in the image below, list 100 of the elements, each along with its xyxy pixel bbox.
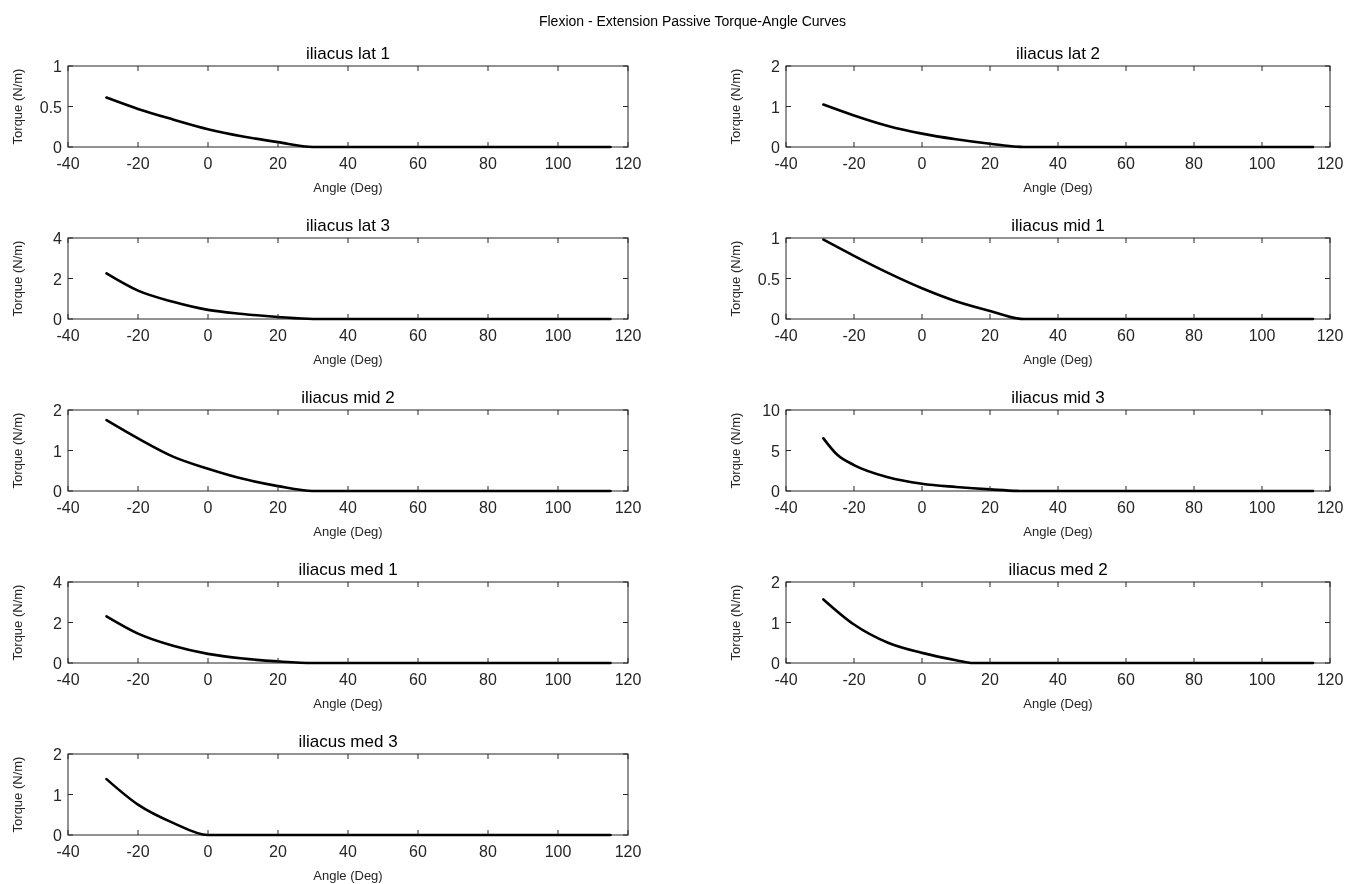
x-tick-label: 20 bbox=[269, 327, 287, 344]
x-tick-label: 60 bbox=[1117, 155, 1135, 172]
x-tick-label: -40 bbox=[56, 499, 80, 516]
x-tick-label: -20 bbox=[842, 671, 866, 688]
x-tick-label: 100 bbox=[1248, 499, 1276, 516]
y-tick-label: 2 bbox=[53, 270, 63, 288]
x-tick-label: -20 bbox=[126, 327, 150, 344]
line-series bbox=[822, 437, 1315, 493]
x-tick-label: 80 bbox=[1185, 327, 1203, 344]
chart-title: iliacus mid 2 bbox=[301, 388, 395, 407]
y-tick-label: 10 bbox=[762, 402, 781, 419]
x-tick-label: 80 bbox=[479, 671, 497, 688]
y-tick-label: 0 bbox=[53, 655, 63, 672]
chart-title: iliacus med 3 bbox=[298, 732, 398, 751]
x-tick-label: -40 bbox=[56, 843, 80, 860]
x-axis-title: Angle (Deg) bbox=[1023, 524, 1093, 539]
x-tick-label: 40 bbox=[1049, 499, 1067, 516]
x-tick-label: 20 bbox=[269, 155, 287, 172]
x-tick-label: 100 bbox=[544, 843, 572, 860]
x-tick-label: 0 bbox=[203, 327, 213, 344]
x-tick-label: -20 bbox=[842, 155, 866, 172]
x-tick-label: 80 bbox=[1185, 671, 1203, 688]
y-axis-title: Torque (N/m) bbox=[10, 240, 25, 317]
x-tick-label: 20 bbox=[269, 499, 287, 516]
y-tick-label: 1 bbox=[53, 58, 63, 75]
line-series bbox=[105, 272, 612, 321]
x-tick-label: 60 bbox=[409, 843, 427, 860]
x-tick-label: -20 bbox=[842, 327, 866, 344]
x-tick-label: -40 bbox=[56, 671, 80, 688]
x-tick-label: -20 bbox=[126, 499, 150, 516]
x-axis-title: Angle (Deg) bbox=[1023, 696, 1093, 711]
x-tick-label: -40 bbox=[774, 327, 798, 344]
line-series bbox=[105, 615, 612, 665]
x-tick-label: 120 bbox=[1316, 155, 1344, 172]
chart-title: iliacus mid 1 bbox=[1011, 216, 1105, 235]
y-tick-label: 1 bbox=[771, 230, 781, 247]
x-tick-label: 120 bbox=[614, 671, 642, 688]
x-tick-label: 100 bbox=[544, 499, 572, 516]
chart-title: iliacus lat 3 bbox=[305, 216, 391, 235]
y-axis-title: Torque (N/m) bbox=[10, 756, 25, 833]
y-axis-title: Torque (N/m) bbox=[10, 584, 25, 661]
x-tick-label: 40 bbox=[1049, 155, 1067, 172]
x-axis-title: Angle (Deg) bbox=[1023, 352, 1093, 367]
line-series bbox=[105, 96, 612, 149]
x-tick-label: 100 bbox=[1248, 155, 1276, 172]
x-tick-label: 120 bbox=[614, 327, 642, 344]
y-axis-title: Torque (N/m) bbox=[728, 584, 743, 661]
x-tick-label: 20 bbox=[981, 671, 999, 688]
x-tick-label: 120 bbox=[614, 843, 642, 860]
y-tick-label: 1 bbox=[53, 442, 63, 460]
y-axis-title: Torque (N/m) bbox=[10, 412, 25, 489]
x-axis-title: Angle (Deg) bbox=[313, 352, 383, 367]
x-tick-label: 0 bbox=[917, 155, 927, 172]
x-tick-label: 0 bbox=[917, 327, 927, 344]
y-axis-title: Torque (N/m) bbox=[728, 68, 743, 145]
line-series bbox=[105, 777, 612, 837]
chart-title: iliacus lat 1 bbox=[305, 44, 391, 63]
y-axis-title: Torque (N/m) bbox=[728, 412, 743, 489]
x-tick-label: -20 bbox=[126, 843, 150, 860]
y-tick-label: 0 bbox=[771, 483, 781, 500]
x-axis-title: Angle (Deg) bbox=[313, 696, 383, 711]
x-tick-label: -40 bbox=[774, 499, 798, 516]
x-axis-title: Angle (Deg) bbox=[313, 524, 383, 539]
x-tick-label: -20 bbox=[842, 499, 866, 516]
x-axis-title: Angle (Deg) bbox=[1023, 180, 1093, 195]
y-tick-label: 0 bbox=[53, 139, 63, 156]
x-tick-label: 60 bbox=[1117, 671, 1135, 688]
x-tick-label: 80 bbox=[1185, 499, 1203, 516]
y-tick-label: 0 bbox=[771, 655, 781, 672]
x-tick-label: 60 bbox=[409, 499, 427, 516]
line-series bbox=[822, 238, 1315, 321]
x-tick-label: -40 bbox=[774, 671, 798, 688]
x-tick-label: 80 bbox=[479, 155, 497, 172]
y-tick-label: 1 bbox=[771, 614, 781, 632]
chart-title: iliacus lat 2 bbox=[1015, 44, 1101, 63]
y-tick-label: 0 bbox=[53, 311, 63, 328]
line-series bbox=[105, 418, 612, 493]
x-tick-label: 0 bbox=[203, 671, 213, 688]
x-tick-label: 80 bbox=[479, 327, 497, 344]
x-tick-label: 40 bbox=[339, 155, 357, 172]
y-tick-label: 0 bbox=[771, 311, 781, 328]
x-tick-label: 20 bbox=[981, 155, 999, 172]
x-tick-label: 20 bbox=[981, 327, 999, 344]
x-tick-label: 120 bbox=[614, 499, 642, 516]
y-tick-label: 0 bbox=[53, 483, 63, 500]
line-series bbox=[822, 598, 1315, 665]
chart-title: iliacus med 1 bbox=[298, 560, 398, 579]
x-tick-label: 20 bbox=[269, 671, 287, 688]
x-tick-label: 80 bbox=[479, 843, 497, 860]
x-tick-label: 100 bbox=[1248, 327, 1276, 344]
x-tick-label: 40 bbox=[339, 499, 357, 516]
chart-title: iliacus med 2 bbox=[1008, 560, 1108, 579]
y-tick-label: 1 bbox=[771, 98, 781, 116]
y-tick-label: 0.5 bbox=[757, 270, 781, 288]
x-tick-label: 0 bbox=[917, 671, 927, 688]
x-tick-label: 120 bbox=[1316, 327, 1344, 344]
x-tick-label: 40 bbox=[1049, 327, 1067, 344]
y-tick-label: 2 bbox=[771, 574, 781, 591]
text: Flexion - Extension Passive Torque-Angle Curves bbox=[538, 13, 847, 29]
y-tick-label: 2 bbox=[53, 402, 63, 419]
